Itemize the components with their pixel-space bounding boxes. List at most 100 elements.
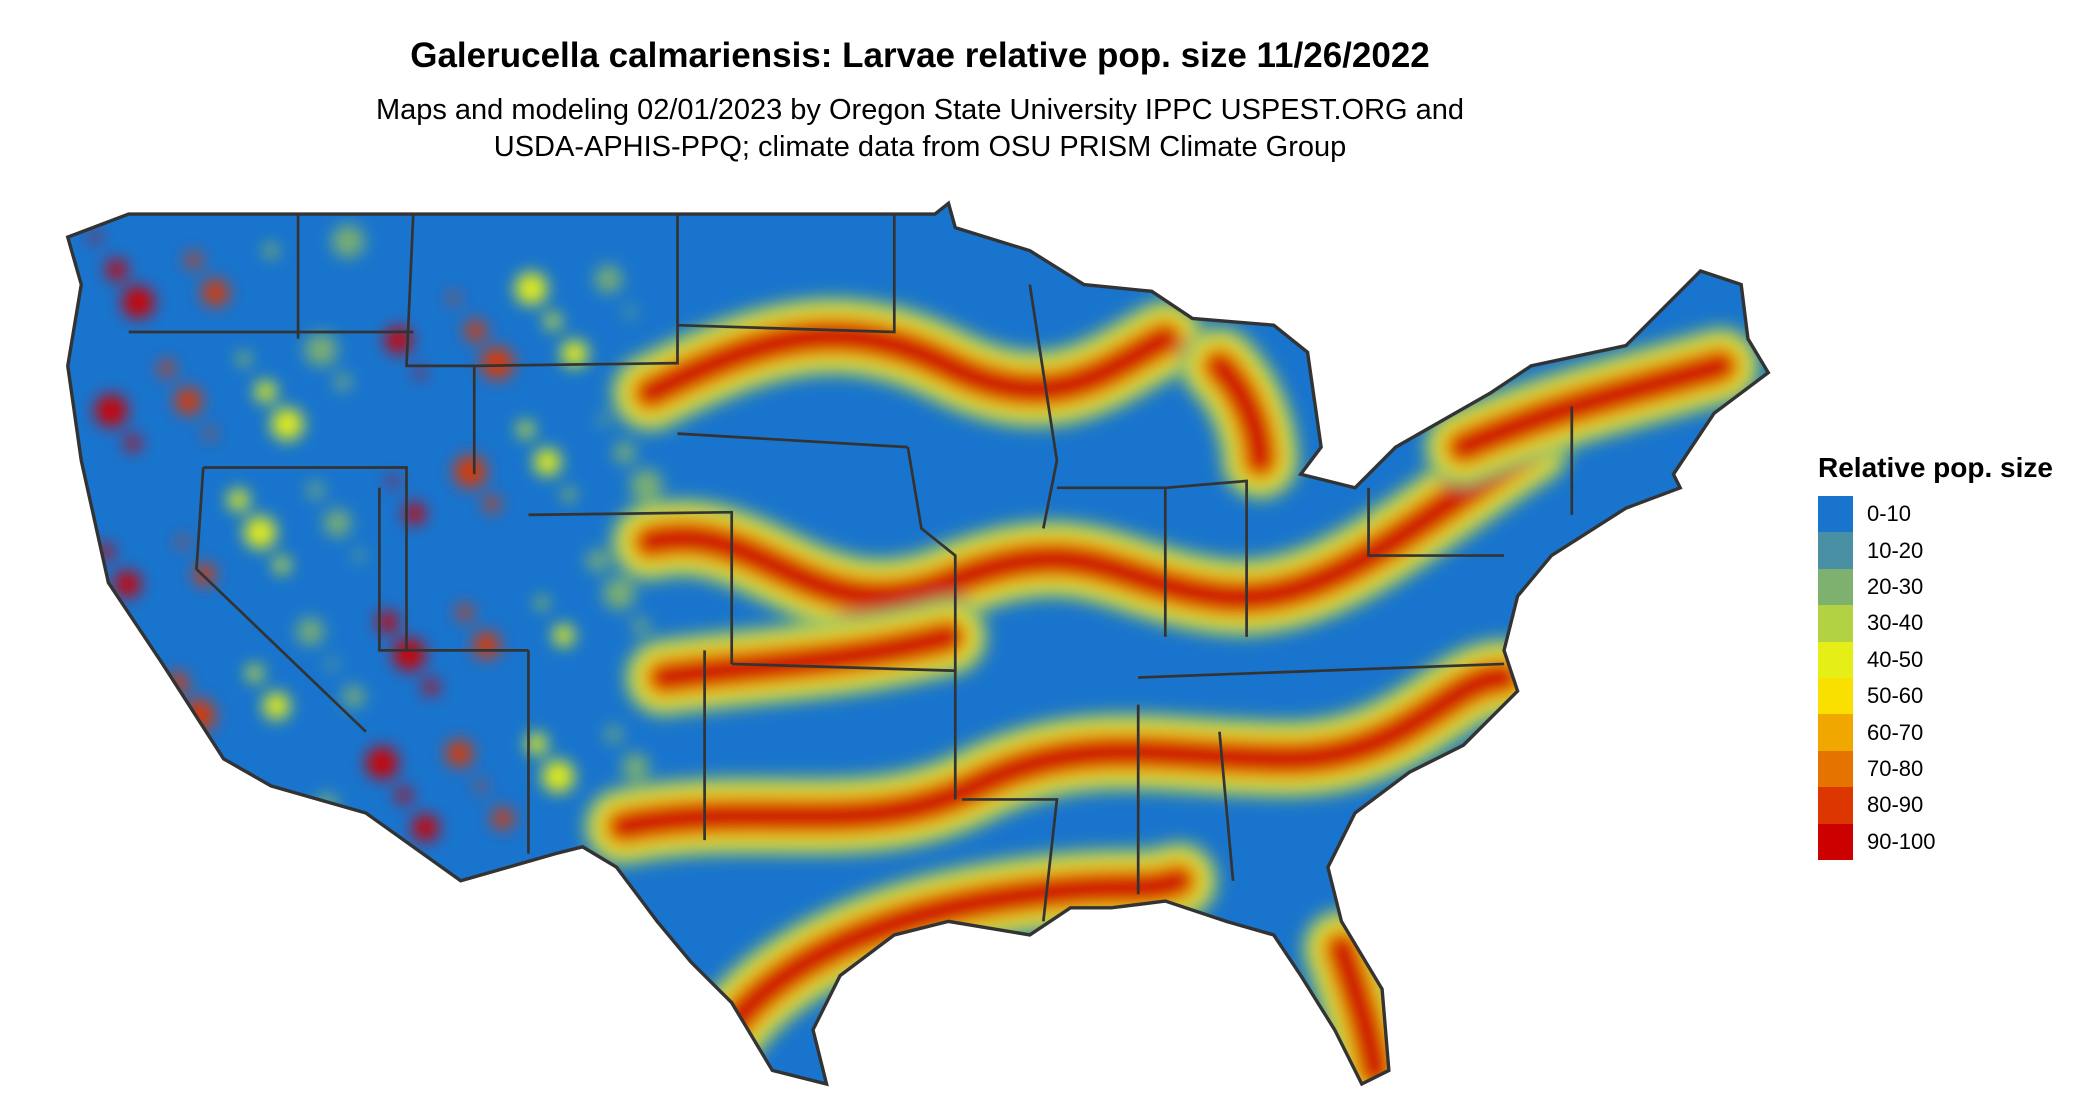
population-patch xyxy=(132,746,155,769)
population-band xyxy=(651,624,961,690)
state-border xyxy=(1165,479,1248,637)
population-patch xyxy=(624,306,636,318)
legend-item: 50-60 xyxy=(1818,677,2053,715)
state-border xyxy=(195,467,367,733)
legend-swatch xyxy=(1818,568,1853,606)
population-patch xyxy=(517,421,534,438)
legend-item: 60-70 xyxy=(1818,714,2053,751)
legend: Relative pop. size 0-10 10-20 20-30 30-40 40… xyxy=(1818,452,2053,860)
population-patch xyxy=(254,380,277,403)
population-patch xyxy=(113,570,141,598)
us-outline xyxy=(65,200,1771,1087)
legend-label: 0-10 xyxy=(1867,501,1912,527)
state-border xyxy=(528,510,734,664)
population-patch xyxy=(86,678,114,706)
map-title: Galerucella calmariensis: Larvae relativ… xyxy=(410,36,1430,75)
population-patch xyxy=(121,285,155,319)
population-patch xyxy=(89,231,101,243)
population-band xyxy=(638,324,1178,406)
population-patch xyxy=(483,495,500,513)
state-border xyxy=(203,466,408,651)
population-patch xyxy=(94,394,128,427)
state-border xyxy=(731,662,957,800)
population-patch xyxy=(265,245,277,257)
legend-swatch xyxy=(1818,750,1853,788)
population-patch xyxy=(411,814,440,842)
legend-swatch xyxy=(1818,677,1853,715)
state-border xyxy=(405,214,476,475)
legend-label: 60-70 xyxy=(1867,719,1924,745)
population-patch xyxy=(403,502,426,525)
population-patch xyxy=(177,536,189,548)
population-patch xyxy=(602,577,636,610)
population-patch xyxy=(456,604,473,621)
population-patch xyxy=(201,279,229,307)
legend-label: 80-90 xyxy=(1867,792,1924,818)
population-band xyxy=(1451,353,1734,460)
population-patch xyxy=(271,407,304,441)
population-patch xyxy=(514,272,548,305)
population-patch xyxy=(630,468,663,502)
population-patch xyxy=(334,373,351,391)
state-border xyxy=(677,214,896,334)
population-patch xyxy=(544,313,561,330)
state-border xyxy=(677,432,908,449)
population-patch xyxy=(594,265,622,293)
legend-item: 0-10 xyxy=(1818,496,2053,533)
legend-label: 30-40 xyxy=(1867,610,1924,636)
legend-swatch xyxy=(1818,823,1853,860)
state-borders xyxy=(128,214,1574,922)
population-patch xyxy=(542,760,575,793)
legend-item: 40-50 xyxy=(1818,641,2053,678)
population-band xyxy=(1329,936,1388,1083)
population-patch xyxy=(621,753,650,781)
population-patch xyxy=(105,258,128,281)
population-patch xyxy=(193,563,216,586)
state-border xyxy=(1028,284,1059,529)
population-patch xyxy=(238,353,250,365)
population-patch xyxy=(307,482,324,499)
population-patch xyxy=(331,224,365,258)
population-patch xyxy=(376,611,399,633)
legend-label: 40-50 xyxy=(1867,646,1924,672)
population-patch xyxy=(365,746,399,780)
population-patch xyxy=(472,631,500,659)
population-patch xyxy=(560,340,589,368)
population-patch xyxy=(597,414,609,426)
population-patch xyxy=(525,733,548,755)
legend-swatch xyxy=(1818,605,1853,642)
map-subtitle-line1: Maps and modeling 02/01/2023 by Oregon S… xyxy=(375,94,1465,126)
state-border xyxy=(1218,731,1235,881)
population-patch xyxy=(422,678,440,696)
population-patch xyxy=(273,556,290,574)
legend-item: 70-80 xyxy=(1818,750,2053,788)
population-bands xyxy=(86,224,1762,1085)
population-patch xyxy=(563,489,575,500)
legend-item: 10-20 xyxy=(1818,532,2053,569)
population-patch xyxy=(613,441,636,464)
population-patch xyxy=(342,685,365,708)
population-patch xyxy=(387,475,399,487)
population-patch xyxy=(262,692,290,720)
state-border xyxy=(1367,487,1505,557)
population-patch xyxy=(448,292,460,304)
legend-item: 30-40 xyxy=(1818,605,2053,642)
population-patch xyxy=(414,367,426,379)
legend-swatch xyxy=(1818,641,1853,678)
population-patch xyxy=(605,726,622,743)
population-patch xyxy=(116,719,128,731)
population-patch xyxy=(227,489,250,511)
legend-item: 80-90 xyxy=(1818,787,2053,824)
population-patch xyxy=(536,597,548,609)
population-patch xyxy=(155,807,189,841)
population-band xyxy=(638,434,1544,610)
legend-item: 20-30 xyxy=(1818,568,2053,606)
population-patch xyxy=(353,550,365,561)
population-patch xyxy=(243,516,277,549)
legend-title: Relative pop. size xyxy=(1818,452,2053,483)
population-patch xyxy=(204,428,216,440)
population-patch xyxy=(533,448,561,476)
population-patch xyxy=(235,800,263,828)
state-border xyxy=(474,214,679,368)
legend-label: 90-100 xyxy=(1867,828,1936,854)
